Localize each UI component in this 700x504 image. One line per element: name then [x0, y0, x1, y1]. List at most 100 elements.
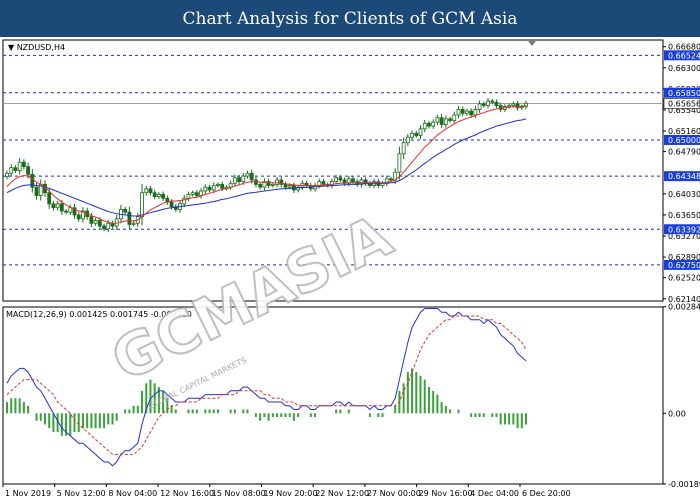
level-label-bg — [664, 134, 700, 145]
x-tick-label: 8 Nov 04:00 — [108, 489, 157, 498]
candle-bearish — [89, 216, 94, 224]
candle-bearish — [481, 103, 486, 106]
candle-bearish — [469, 110, 474, 116]
candle-bullish — [144, 188, 149, 194]
candle-bullish — [114, 218, 119, 227]
macd-line — [6, 308, 527, 467]
y-tick-label: 0.63270 — [668, 232, 700, 241]
candle-bullish — [9, 167, 14, 174]
moving-average-slow — [6, 118, 527, 217]
candle-bearish — [47, 192, 52, 205]
candle-bullish — [93, 220, 98, 224]
x-tick-label: 22 Nov 12:00 — [315, 489, 369, 498]
chart-area: 0.666800.663000.659200.655400.651600.647… — [0, 37, 700, 500]
macd-panel: MACD(12,26,9) 0.001425 0.001745 -0.00032… — [2, 303, 700, 489]
x-tick-label: 29 Nov 16:00 — [419, 489, 473, 498]
candle-bullish — [346, 178, 351, 184]
level-label: 0.65000 — [668, 136, 700, 145]
candle-bearish — [64, 210, 68, 213]
candle-bearish — [279, 179, 284, 185]
candle-bearish — [283, 183, 288, 188]
candle-bearish — [26, 166, 30, 175]
candle-bearish — [34, 186, 39, 196]
candle-bullish — [401, 142, 406, 155]
candle-bearish — [161, 193, 166, 199]
candle-bullish — [511, 103, 516, 106]
y-tick-label: 0.66300 — [668, 64, 700, 73]
candle-bullish — [186, 193, 191, 199]
candle-bullish — [507, 105, 512, 108]
x-tick-label: 5 Nov 12:00 — [57, 489, 106, 498]
candle-bearish — [389, 178, 393, 181]
level-label: 0.66524 — [668, 51, 700, 60]
candle-bearish — [72, 207, 77, 216]
level-label: 0.64348 — [668, 172, 700, 181]
candle-bullish — [199, 190, 203, 196]
candle-bearish — [97, 220, 102, 227]
candle-bullish — [456, 109, 461, 116]
chart-background — [0, 37, 700, 500]
candle-bullish — [397, 153, 402, 173]
candle-bearish — [220, 183, 225, 189]
level-label-bg — [664, 50, 700, 61]
x-tick-label: 19 Nov 20:00 — [264, 489, 318, 498]
candle-bearish — [148, 188, 153, 194]
candle-bearish — [76, 214, 81, 220]
y-tick-label: 0.64790 — [668, 148, 700, 157]
candle-bullish — [443, 118, 448, 125]
candle-bearish — [448, 118, 452, 121]
candle-bullish — [55, 203, 60, 209]
candle-bullish — [519, 106, 524, 109]
macd-y-tick-label: -0.00189 — [668, 480, 700, 489]
moving-average-fast — [6, 105, 527, 224]
candle-bearish — [127, 211, 132, 225]
candle-bullish — [262, 181, 267, 188]
symbol-label: ▼ NZDUSD,H4 — [8, 43, 65, 52]
macd-label: MACD(12,26,9) 0.001425 0.001745 -0.00032… — [6, 310, 192, 319]
candle-bullish — [232, 177, 237, 184]
price-panel-frame — [2, 39, 664, 302]
signal-line — [6, 315, 527, 455]
candle-bearish — [515, 103, 520, 109]
candle-bullish — [287, 185, 292, 188]
candle-bullish — [211, 185, 216, 191]
y-tick-label: 0.63650 — [668, 211, 700, 220]
candle-bullish — [203, 186, 208, 192]
candle-bearish — [207, 186, 212, 191]
candle-bullish — [410, 132, 414, 138]
candle-bullish — [241, 175, 246, 183]
candle-bearish — [460, 109, 465, 114]
candle-bullish — [131, 222, 136, 225]
trading-chart[interactable]: 0.666800.663000.659200.655400.651600.647… — [0, 37, 700, 500]
macd-y-tick-label: 0.002847 — [668, 303, 700, 312]
y-tick-label: 0.65160 — [668, 127, 700, 136]
candle-bullish — [452, 114, 457, 121]
candle-bearish — [13, 167, 18, 171]
candle-bullish — [359, 179, 364, 185]
candle-bearish — [351, 178, 355, 183]
candle-bearish — [266, 181, 271, 186]
level-label: 0.62750 — [668, 261, 700, 270]
x-tick-label: 6 Dec 20:00 — [522, 489, 571, 498]
candle-bullish — [157, 193, 161, 197]
level-label-bg — [664, 224, 700, 235]
candle-bullish — [334, 177, 339, 183]
candle-bearish — [258, 183, 263, 188]
candle-bullish — [317, 181, 322, 186]
x-tick-label: 15 Nov 08:00 — [212, 489, 266, 498]
candle-bearish — [249, 172, 254, 181]
candle-bearish — [427, 122, 431, 127]
candle-bullish — [486, 100, 490, 106]
level-label-bg — [664, 171, 700, 182]
x-tick-label: 12 Nov 16:00 — [160, 489, 214, 498]
candle-bearish — [51, 203, 56, 209]
candle-bullish — [422, 122, 427, 130]
level-label-bg — [664, 259, 700, 270]
candle-bullish — [140, 192, 144, 217]
candle-bullish — [524, 102, 528, 108]
candle-bearish — [165, 197, 170, 203]
candle-bearish — [321, 181, 326, 185]
y-tick-label: 0.65540 — [668, 106, 700, 115]
candle-bearish — [173, 206, 178, 210]
candle-bearish — [494, 101, 499, 106]
